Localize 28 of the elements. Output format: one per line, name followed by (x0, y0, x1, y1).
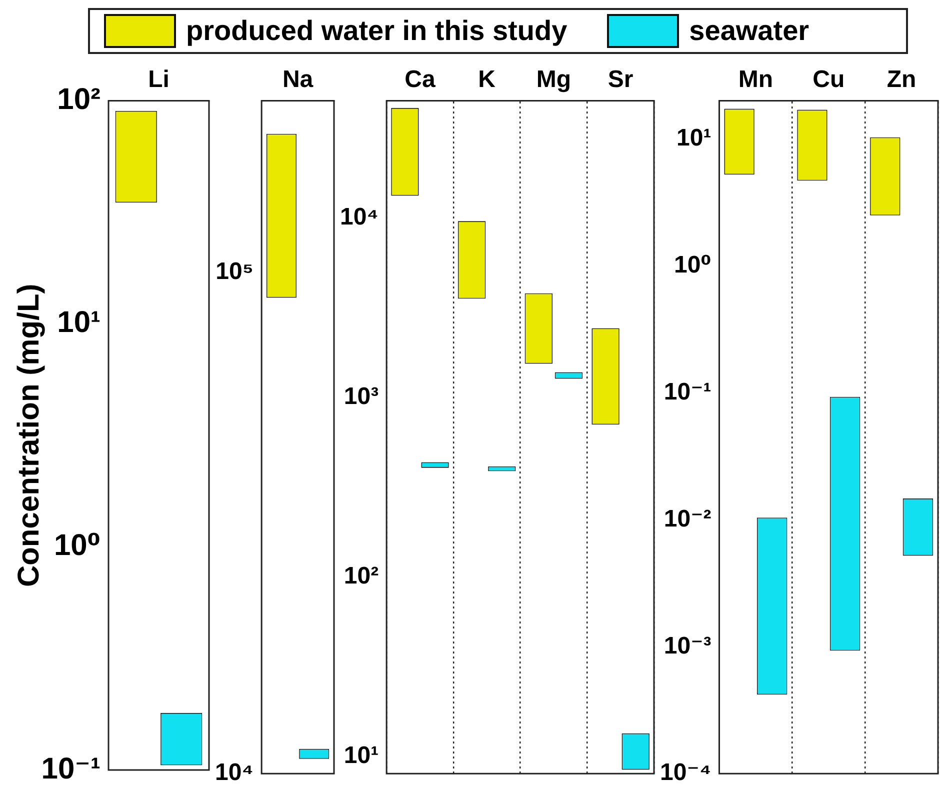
y-tick-label: 10¹ (676, 124, 712, 152)
x-tick-label: Zn (886, 66, 916, 94)
y-tick-label: 10⁻³ (664, 632, 712, 660)
y-tick-label: 10⁰ (54, 529, 100, 562)
x-tick-label: Cu (812, 66, 845, 94)
x-tick-label: Mg (536, 66, 572, 94)
y-tick-label: 10⁻⁴ (660, 759, 712, 786)
x-tick-label: K (478, 66, 496, 94)
y-tick-label: 10⁴ (340, 204, 379, 231)
y-tick-label: 10⁻¹ (41, 752, 100, 786)
y-tick-label: 10¹ (57, 306, 101, 340)
y-tick-label: 10⁻¹ (664, 378, 712, 406)
x-tick-label: Na (282, 66, 314, 94)
y-tick-label: 10⁴ (214, 759, 254, 786)
y-tick-label: 10⁵ (216, 258, 254, 286)
x-tick-label: Sr (608, 66, 634, 94)
y-tick-label: 10² (57, 83, 101, 116)
legend-label: seawater (689, 15, 810, 47)
legend-label: produced water in this study (186, 15, 568, 47)
y-tick-label: 10³ (344, 383, 379, 410)
y-tick-label: 10¹ (344, 742, 379, 769)
x-tick-label: Li (148, 66, 170, 94)
y-tick-label: 10⁰ (674, 252, 712, 279)
x-tick-label: Ca (404, 66, 436, 94)
y-axis-title: Concentration (mg/L) (12, 284, 46, 588)
x-tick-label: Mn (738, 66, 774, 94)
y-tick-label: 10⁻² (664, 505, 712, 532)
y-tick-label: 10² (344, 562, 379, 590)
